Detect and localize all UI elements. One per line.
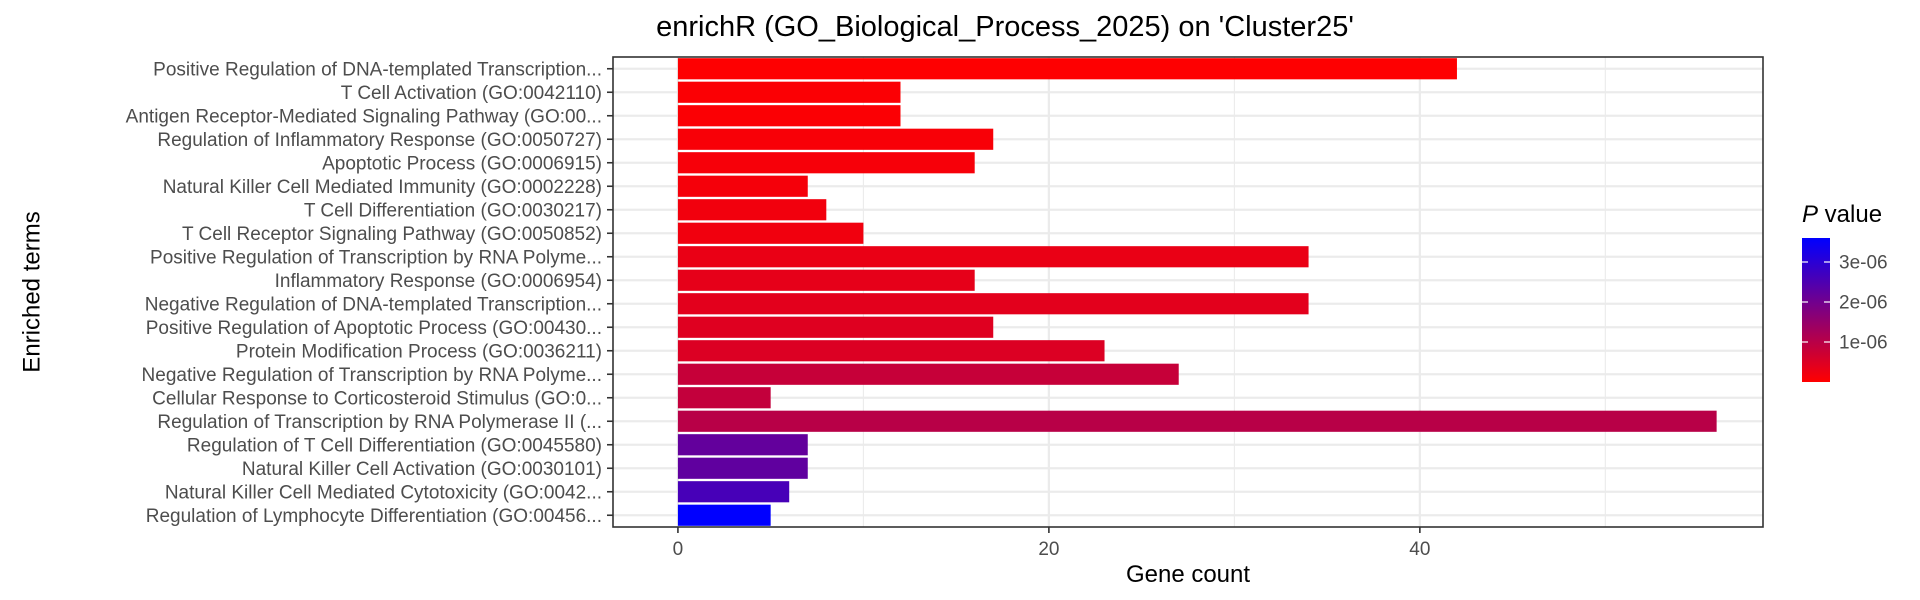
- y-axis-title: Enriched terms: [18, 211, 45, 372]
- bar: [677, 340, 1105, 362]
- category-label: Antigen Receptor-Mediated Signaling Path…: [126, 106, 602, 127]
- bar: [677, 175, 808, 197]
- category-label: Regulation of Lymphocyte Differentiation…: [146, 506, 602, 527]
- bar: [677, 457, 808, 479]
- category-label: Cellular Response to Corticosteroid Stim…: [152, 388, 602, 409]
- bar: [677, 363, 1179, 385]
- bar: [677, 222, 864, 244]
- legend-tick-label: 3e-06: [1839, 253, 1888, 274]
- category-label: Apoptotic Process (GO:0006915): [322, 153, 602, 174]
- category-label: Natural Killer Cell Activation (GO:00301…: [242, 459, 602, 480]
- category-label: Inflammatory Response (GO:0006954): [275, 271, 602, 292]
- bar: [677, 316, 994, 338]
- category-label: T Cell Differentiation (GO:0030217): [304, 200, 602, 221]
- category-label: Regulation of Transcription by RNA Polym…: [157, 412, 602, 433]
- bar: [677, 387, 771, 409]
- category-label: Positive Regulation of DNA-templated Tra…: [153, 59, 602, 80]
- category-label: T Cell Receptor Signaling Pathway (GO:00…: [182, 224, 602, 245]
- bar: [677, 199, 827, 221]
- bar: [677, 246, 1309, 268]
- chart-title: enrichR (GO_Biological_Process_2025) on …: [656, 11, 1354, 43]
- legend-tick-label: 1e-06: [1839, 333, 1888, 354]
- category-label: T Cell Activation (GO:0042110): [341, 83, 602, 104]
- color-legend: P value 3e-06 2e-06 1e-06: [1802, 201, 1888, 382]
- bar: [677, 410, 1717, 432]
- category-label: Positive Regulation of Apoptotic Process…: [146, 318, 602, 339]
- category-label: Positive Regulation of Transcription by …: [150, 247, 602, 268]
- x-axis-title: Gene count: [1126, 561, 1250, 588]
- legend-ticks: 3e-06 2e-06 1e-06: [1802, 253, 1888, 354]
- bar: [677, 481, 790, 503]
- x-tick-label: 40: [1409, 539, 1430, 560]
- category-label: Natural Killer Cell Mediated Cytotoxicit…: [165, 482, 602, 503]
- bar: [677, 58, 1457, 80]
- category-label: Regulation of T Cell Differentiation (GO…: [187, 435, 602, 456]
- plot-panel-background: [613, 57, 1763, 527]
- bar: [677, 269, 975, 291]
- plot-panel-border: [612, 56, 1764, 528]
- bar: [677, 128, 994, 150]
- bar: [677, 434, 808, 456]
- legend-title: P value: [1802, 201, 1882, 228]
- x-tick-label: 20: [1038, 539, 1059, 560]
- category-label: Protein Modification Process (GO:0036211…: [236, 341, 602, 362]
- bar: [677, 152, 975, 174]
- category-labels: Positive Regulation of DNA-templated Tra…: [126, 59, 613, 527]
- bar: [677, 504, 771, 526]
- x-axis-ticks: 0 20 40: [673, 527, 1430, 560]
- legend-colorbar: [1802, 238, 1830, 382]
- category-label: Negative Regulation of DNA-templated Tra…: [145, 294, 602, 315]
- category-label: Natural Killer Cell Mediated Immunity (G…: [163, 177, 602, 198]
- bar: [677, 293, 1309, 315]
- bar: [677, 81, 901, 103]
- legend-tick-label: 2e-06: [1839, 293, 1888, 314]
- bars: [677, 58, 1717, 526]
- category-label: Negative Regulation of Transcription by …: [142, 365, 602, 386]
- x-tick-label: 0: [673, 539, 684, 560]
- category-label: Regulation of Inflammatory Response (GO:…: [157, 130, 602, 151]
- bar: [677, 105, 901, 127]
